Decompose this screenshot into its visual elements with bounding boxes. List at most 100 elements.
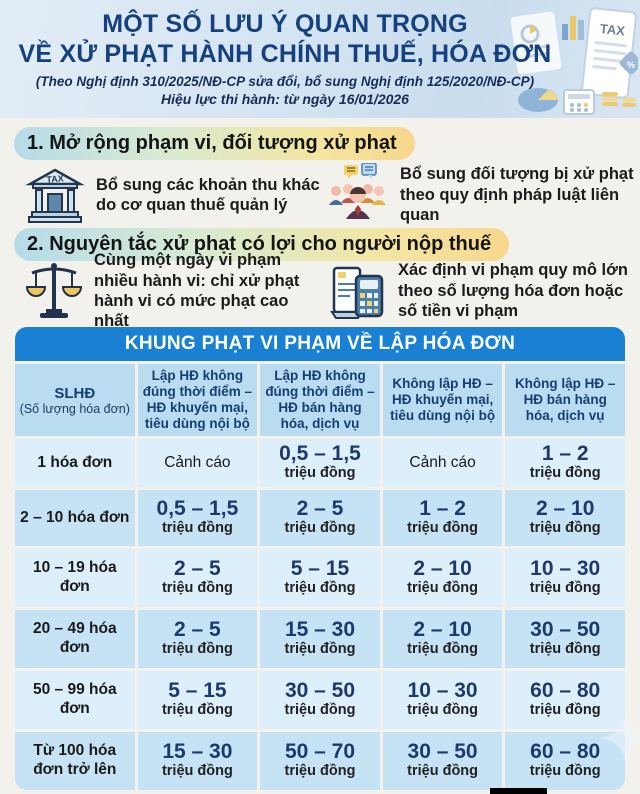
col-header-4: Không lập HĐ – HĐ bán hàng hóa, dịch vụ [505,364,625,436]
penalty-cell: 2 – 10 triệu đồng [382,610,503,668]
penalty-range: 60 – 80 [530,740,601,764]
report-document-icon [510,11,562,75]
penalty-cell: 60 – 80 triệu đồng [505,671,625,729]
section-1-item-1-text: Bổ sung các khoản thu khác do cơ quan th… [96,175,320,214]
table-row: 10 – 19 hóa đơn 2 – 5 triệu đồng 5 – 15 triệ… [15,549,625,607]
penalty-cell: 60 – 80 triệu đồng [505,732,625,790]
penalty-unit: triệu đồng [284,520,356,537]
row-label-cell: Từ 100 hóa đơn trở lên [15,732,135,790]
penalty-unit: triệu đồng [161,763,233,780]
table-row: 2 – 10 hóa đơn 0,5 – 1,5 triệu đồng 2 – 5 tr… [15,490,625,546]
row-label-cell: 50 – 99 hóa đơn [15,671,135,729]
penalty-cell: 15 – 30 triệu đồng [137,732,258,790]
svg-text:%: % [627,60,635,70]
penalty-cell: Cảnh cáo [137,439,258,487]
row-label: 20 – 49 hóa đơn [33,620,117,656]
penalty-unit: triệu đồng [284,763,356,780]
table-row: 1 hóa đơn Cảnh cáo 0,5 – 1,5 triệu đồng Cảnh… [15,439,625,487]
section-2-item-1: Cùng một ngày vi phạm nhiều hành vi: chỉ… [24,251,324,330]
penalty-cell: 10 – 30 triệu đồng [382,671,503,729]
penalty-unit: triệu đồng [407,763,479,780]
section-2-item-2-text: Xác định vi phạm quy mô lớn theo số lượn… [398,261,628,321]
section-2-item-1-text: Cùng một ngày vi phạm nhiều hành vi: chỉ… [94,251,300,331]
tax-document-icon: TAX [581,7,637,99]
penalty-range: 0,5 – 1,5 [279,442,361,466]
penalty-range: 10 – 30 [530,557,601,581]
people-group-icon [326,163,390,227]
col-header-3: Không lập HĐ – HĐ khuyến mại, tiêu dùng … [382,364,503,436]
penalty-cell: 15 – 30 triệu đồng [260,610,380,668]
penalty-unit: triệu đồng [284,641,356,658]
warning-value: Cảnh cáo [164,454,231,471]
penalty-unit: triệu đồng [161,702,233,719]
penalty-range: 10 – 30 [407,679,478,703]
penalty-cell: 0,5 – 1,5 triệu đồng [137,490,258,546]
penalty-range: 60 – 80 [530,679,601,703]
penalty-range: 1 – 2 [419,497,466,521]
penalty-unit: triệu đồng [529,580,601,597]
penalty-table: KHUNG PHẠT VI PHẠM VỀ LẬP HÓA ĐƠN SLHĐ (… [15,327,625,790]
penalty-cell: 10 – 30 triệu đồng [505,549,625,607]
penalty-unit: triệu đồng [407,580,479,597]
penalty-unit: triệu đồng [161,641,233,658]
row-label: 10 – 19 hóa đơn [33,559,117,595]
penalty-unit: triệu đồng [161,580,233,597]
penalty-range: 2 – 10 [413,557,472,581]
penalty-unit: triệu đồng [529,641,601,658]
penalty-range: 15 – 30 [162,740,233,764]
penalty-range: 2 – 10 [413,618,472,642]
invoice-calculator-icon [330,262,388,320]
penalty-cell: 2 – 10 triệu đồng [505,490,625,546]
row-label-cell: 10 – 19 hóa đơn [15,549,135,607]
penalty-range: 2 – 10 [535,497,595,521]
coins-icon [602,92,636,107]
table-title: KHUNG PHẠT VI PHẠM VỀ LẬP HÓA ĐƠN [15,327,625,361]
section-1-heading: 1. Mở rộng phạm vi, đối tượng xử phạt [14,127,415,160]
penalty-cell: 2 – 5 triệu đồng [137,549,258,607]
header-band: MỘT SỐ LƯU Ý QUAN TRỌNG VỀ XỬ PHẠT HÀNH … [0,0,640,118]
penalty-cell: 2 – 5 triệu đồng [137,610,258,668]
col-header-quantity-abbr: SLHĐ [54,384,96,402]
penalty-unit: triệu đồng [161,520,233,537]
penalty-range: 30 – 50 [284,679,356,703]
decree-subtitle: (Theo Nghị định 310/2025/NĐ-CP sửa đổi, … [35,74,535,89]
pie-chart-icon [518,88,558,112]
penalty-cell: 1 – 2 triệu đồng [505,439,625,487]
header-text: MỘT SỐ LƯU Ý QUAN TRỌNG VỀ XỬ PHẠT HÀNH … [10,10,560,107]
penalty-range: 30 – 50 [407,740,478,764]
penalty-unit: triệu đồng [529,520,601,537]
penalty-unit: triệu đồng [407,641,479,658]
page-title-line2: VỀ XỬ PHẠT HÀNH CHÍNH THUẾ, HÓA ĐƠN [18,39,552,68]
tax-illustration: TAX % [506,2,640,123]
penalty-range: 50 – 70 [284,740,356,764]
table-row: Từ 100 hóa đơn trở lên 15 – 30 triệu đồng 5… [15,732,625,790]
col-header-quantity: SLHĐ (Số lượng hóa đơn) [15,364,135,436]
sparkle-watermark [600,712,640,764]
penalty-unit: triệu đồng [284,465,356,482]
penalty-cell: 30 – 50 triệu đồng [505,610,625,668]
penalty-range: 5 – 15 [168,679,227,703]
warning-value: Cảnh cáo [409,454,476,471]
cutoff-black-bar [490,788,547,794]
penalty-unit: triệu đồng [407,702,479,719]
penalty-range: 30 – 50 [530,618,601,642]
section-2-item-2: Xác định vi phạm quy mô lớn theo số lượn… [330,260,634,322]
penalty-unit: triệu đồng [529,702,601,719]
section-2-heading: 2. Nguyên tắc xử phạt có lợi cho người n… [14,228,510,261]
table-row: 20 – 49 hóa đơn 2 – 5 triệu đồng 15 – 30 tri… [15,610,625,668]
page-title-line1: MỘT SỐ LƯU Ý QUAN TRỌNG [102,10,468,38]
penalty-unit: triệu đồng [284,580,356,597]
row-label: Từ 100 hóa đơn trở lên [33,742,117,778]
section-1-item-2-text: Bổ sung đối tượng bị xử phạt theo quy đị… [400,165,634,225]
row-label-cell: 20 – 49 hóa đơn [15,610,135,668]
penalty-cell: 50 – 70 triệu đồng [260,732,380,790]
penalty-cell: 5 – 15 triệu đồng [137,671,258,729]
penalty-range: 1 – 2 [541,442,589,466]
row-label: 50 – 99 hóa đơn [33,681,117,717]
penalty-cell: 30 – 50 triệu đồng [382,732,503,790]
table-row: 50 – 99 hóa đơn 5 – 15 triệu đồng 30 – 50 tr… [15,671,625,729]
penalty-cell: 30 – 50 triệu đồng [260,671,380,729]
col-header-2: Lập HĐ không đúng thời điểm – HĐ bán hàn… [260,364,380,436]
penalty-cell: 2 – 10 triệu đồng [382,549,503,607]
